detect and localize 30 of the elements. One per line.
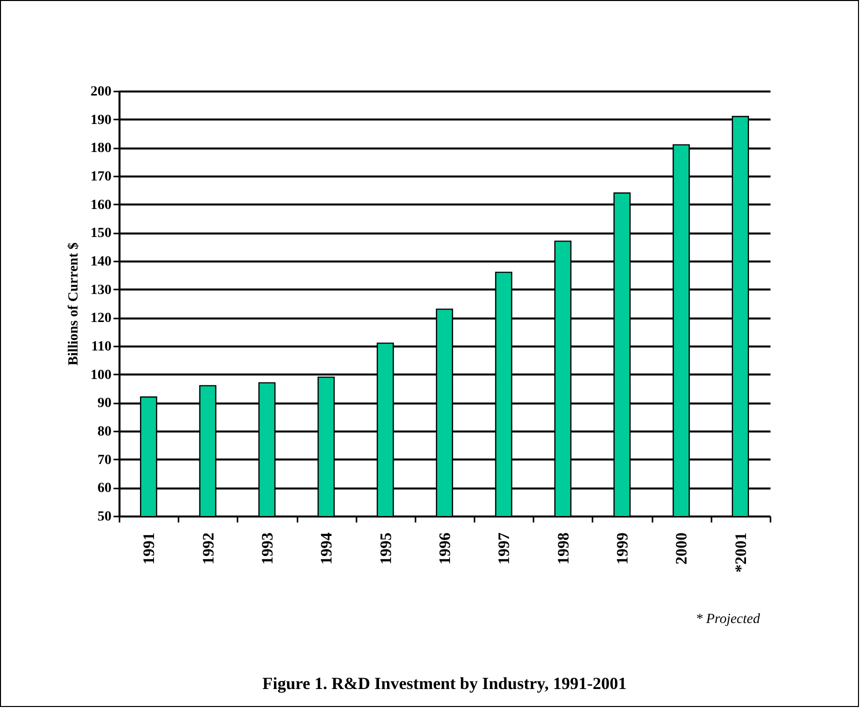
y-tick-label: 160 xyxy=(90,198,112,213)
x-tick-label: 1995 xyxy=(378,532,395,564)
y-tick-label: 50 xyxy=(98,510,112,524)
text: Figure 1. R&D Investment by Industry, 1991-2001 xyxy=(262,674,627,693)
x-tick-label: 1991 xyxy=(141,532,158,564)
x-tick-label: *2001 xyxy=(732,532,750,572)
y-tick-label: 120 xyxy=(90,311,112,326)
y-tick-label: 80 xyxy=(98,424,112,440)
y-tick-label: 60 xyxy=(98,481,112,496)
y-tick-label: 190 xyxy=(90,112,112,128)
y-tick-label: 200 xyxy=(90,84,112,100)
x-tick-label: 2000 xyxy=(674,532,691,564)
x-tick-label: 1999 xyxy=(614,532,632,564)
y-tick-label: 170 xyxy=(90,170,112,184)
x-tick-label: 1998 xyxy=(555,532,572,564)
y-tick-label: 180 xyxy=(90,141,112,156)
x-tick-label: 1993 xyxy=(259,532,276,564)
y-tick-label: 150 xyxy=(90,226,112,242)
y-tick-label: 140 xyxy=(90,254,112,270)
x-tick-label: 1996 xyxy=(437,532,454,564)
y-tick-label: 110 xyxy=(91,340,112,354)
y-tick-label: 100 xyxy=(90,368,112,383)
y-tick-label: 90 xyxy=(98,396,112,412)
x-tick-label: 1994 xyxy=(318,532,336,564)
x-tick-label: 1992 xyxy=(200,532,218,564)
y-axis-title: Billions of Current $ xyxy=(66,242,82,366)
y-tick-label: 130 xyxy=(90,282,112,298)
y-tick-label: 70 xyxy=(98,452,112,468)
text: * Projected xyxy=(696,612,761,627)
x-tick-label: 1997 xyxy=(496,532,514,564)
